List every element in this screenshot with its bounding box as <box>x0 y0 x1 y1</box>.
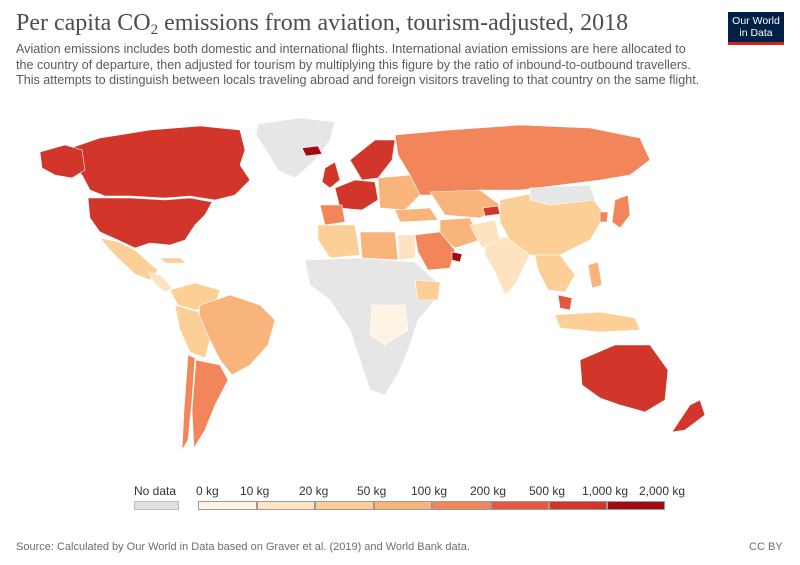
country-argentina[interactable] <box>191 359 229 449</box>
country-united-states[interactable] <box>87 197 213 249</box>
country-iberia[interactable] <box>319 204 346 226</box>
country-central-america[interactable] <box>147 271 173 293</box>
country-malaysia[interactable] <box>557 294 573 311</box>
country-libya[interactable] <box>359 231 399 261</box>
legend-bin-6[interactable] <box>549 501 607 510</box>
legend-tick-2: 20 kg <box>299 484 329 498</box>
title-subscript: 2 <box>150 22 159 38</box>
legend-bin-7[interactable] <box>607 501 665 510</box>
logo-line-2: in Data <box>739 27 773 39</box>
source-note: Source: Calculated by Our World in Data … <box>16 541 470 553</box>
country-dr-congo[interactable] <box>369 304 409 346</box>
country-uae-qatar[interactable] <box>451 251 463 263</box>
country-saudi-arabia[interactable] <box>414 231 456 271</box>
country-kyrgyzstan[interactable] <box>482 205 501 217</box>
country-ethiopia[interactable] <box>414 279 441 301</box>
legend-tick-0: 0 kg <box>196 484 219 498</box>
legend-tick-8: 2,000 kg <box>639 484 686 498</box>
country-scandinavia[interactable] <box>349 139 396 181</box>
legend-tick-7: 1,000 kg <box>582 484 629 498</box>
country-north-africa-west[interactable] <box>317 224 361 259</box>
owid-logo[interactable]: Our World in Data <box>728 12 784 45</box>
legend-bin-3[interactable] <box>374 501 432 510</box>
license-link[interactable]: CC BY <box>749 541 783 553</box>
country-alaska[interactable] <box>39 144 86 179</box>
legend-tick-1: 10 kg <box>240 484 270 498</box>
country-peru-bolivia[interactable] <box>174 304 211 359</box>
country-turkey[interactable] <box>394 207 439 223</box>
country-iceland[interactable] <box>301 145 323 157</box>
country-canada[interactable] <box>64 125 251 201</box>
chart-title: Per capita CO2 emissions from aviation, … <box>16 10 628 39</box>
legend-bin-1[interactable] <box>257 501 315 510</box>
legend-bin-2[interactable] <box>315 501 374 510</box>
country-pakistan[interactable] <box>469 219 501 249</box>
country-south-korea[interactable] <box>599 211 609 223</box>
chart-subtitle: Aviation emissions includes both domesti… <box>16 42 700 87</box>
country-southeast-asia[interactable] <box>534 254 576 293</box>
world-map[interactable] <box>0 110 800 480</box>
country-indonesia[interactable] <box>554 311 641 333</box>
country-new-zealand[interactable] <box>671 399 706 433</box>
legend-tick-3: 50 kg <box>357 484 387 498</box>
country-greenland[interactable] <box>255 117 336 179</box>
country-cuba[interactable] <box>159 257 187 264</box>
legend-tick-5: 200 kg <box>470 484 507 498</box>
legend-no-data-swatch[interactable] <box>134 501 179 510</box>
country-united-kingdom[interactable] <box>321 161 341 189</box>
country-japan[interactable] <box>611 194 631 229</box>
title-main: Per capita CO <box>16 10 151 36</box>
title-rest: emissions from aviation, tourism-adjuste… <box>158 10 629 36</box>
country-australia[interactable] <box>579 344 669 413</box>
legend-bin-0[interactable] <box>198 501 257 510</box>
country-eastern-europe[interactable] <box>377 174 421 211</box>
country-chile[interactable] <box>181 354 196 451</box>
legend-bin-4[interactable] <box>432 501 491 510</box>
legend-no-data-label: No data <box>134 484 177 498</box>
country-philippines[interactable] <box>587 261 603 289</box>
country-mongolia[interactable] <box>529 184 596 206</box>
legend-tick-4: 100 kg <box>411 484 448 498</box>
country-russia[interactable] <box>394 124 651 196</box>
legend-bin-5[interactable] <box>491 501 549 510</box>
legend-tick-6: 500 kg <box>529 484 566 498</box>
color-legend: No data 0 kg 10 kg 20 kg 50 kg 100 kg 20… <box>0 480 800 520</box>
country-egypt[interactable] <box>397 234 416 261</box>
logo-line-1: Our World <box>732 15 780 27</box>
